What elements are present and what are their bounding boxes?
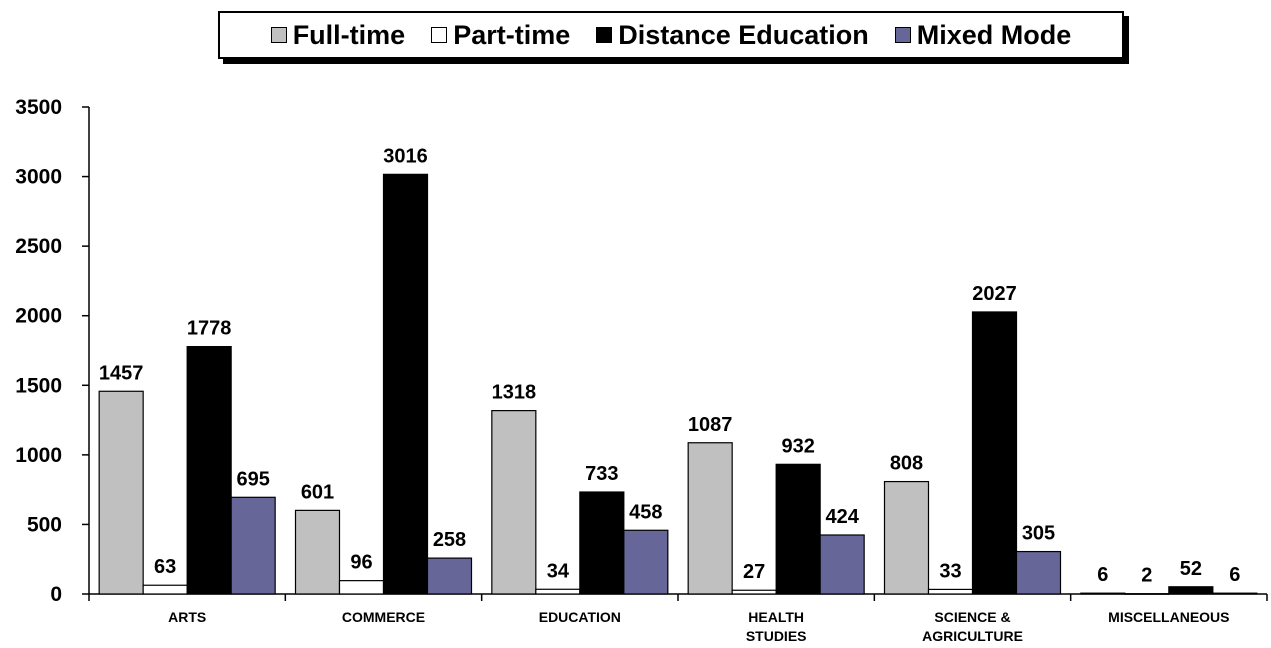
bar-value-label: 96 (350, 552, 372, 574)
bar (731, 589, 777, 595)
bar (1015, 550, 1062, 595)
bar-value-label: 458 (629, 501, 662, 523)
legend-item-mixed-mode: Mixed Mode (894, 19, 1072, 51)
legend-item-full-time: Full-time (270, 19, 406, 51)
bar (426, 557, 473, 595)
y-tick-label: 3000 (15, 166, 62, 189)
bar-value-label: 2027 (972, 283, 1017, 305)
legend-label-distance-education: Distance Education (618, 19, 869, 50)
bar-value-label: 1318 (492, 382, 537, 404)
bar-value-label: 2 (1141, 565, 1152, 587)
bar-value-label: 6 (1229, 564, 1240, 586)
bar-value-label: 1457 (99, 362, 144, 384)
legend-item-distance-education: Distance Education (596, 20, 869, 51)
x-category-label: SCIENCE & AGRICULTURE (922, 609, 1023, 644)
bar-value-label: 63 (154, 556, 176, 578)
bar (491, 410, 537, 595)
bar (687, 442, 733, 595)
bar-value-label: 52 (1180, 558, 1202, 580)
bar (1124, 593, 1170, 595)
y-tick-label: 1000 (15, 444, 62, 467)
bar (927, 588, 974, 595)
bar-value-label: 27 (743, 561, 765, 583)
bar-value-label: 932 (781, 435, 814, 457)
bar-value-label: 695 (236, 468, 269, 490)
legend-swatch-distance-education (596, 27, 613, 43)
legend-item-part-time: Part-time (431, 20, 570, 51)
bar (623, 529, 669, 595)
bar (230, 496, 276, 595)
x-category-label: COMMERCE (342, 609, 425, 625)
bar-value-label: 258 (433, 529, 466, 551)
bar (338, 580, 385, 595)
bar (971, 311, 1018, 595)
legend-label-part-time: Part-time (453, 19, 571, 50)
bar (535, 588, 581, 595)
y-tick-label: 2500 (15, 235, 62, 258)
bar (294, 509, 341, 595)
legend-swatch-full-time (270, 27, 287, 43)
bar (883, 480, 930, 595)
y-tick-label: 0 (50, 583, 62, 606)
bar-value-label: 33 (939, 560, 961, 582)
x-category-label: HEALTH STUDIES (746, 609, 807, 644)
bar (98, 390, 144, 595)
legend-swatch-part-time (431, 27, 448, 43)
bar-value-label: 808 (890, 453, 923, 475)
x-category-label: ARTS (168, 609, 206, 625)
bar-value-label: 34 (547, 560, 570, 582)
bar (382, 173, 429, 595)
bar-value-label: 3016 (383, 145, 428, 167)
legend-label-mixed-mode: Mixed Mode (916, 19, 1072, 50)
bar-value-label: 424 (825, 506, 859, 528)
bar (1212, 592, 1258, 595)
bar (819, 534, 865, 595)
bar-value-label: 6 (1097, 564, 1108, 586)
x-category-label: EDUCATION (539, 609, 621, 625)
bar (186, 346, 232, 595)
bar (1168, 586, 1214, 595)
y-tick-label: 500 (27, 513, 62, 536)
bar-value-label: 601 (301, 481, 334, 503)
bar (1080, 592, 1126, 595)
bar-value-label: 1778 (187, 318, 232, 340)
legend-swatch-mixed-mode (894, 27, 911, 43)
bar (775, 463, 821, 595)
legend-label-full-time: Full-time (292, 19, 406, 50)
bar-value-label: 733 (585, 463, 618, 485)
legend: Full-time Part-time Distance Education M… (218, 11, 1124, 59)
bar-value-label: 1087 (688, 414, 733, 436)
y-tick-label: 1500 (15, 374, 62, 397)
bar-value-label: 305 (1022, 523, 1055, 545)
y-tick-label: 2000 (15, 305, 62, 328)
y-tick-label: 3500 (15, 96, 62, 119)
x-category-label: MISCELLANEOUS (1108, 609, 1229, 625)
bar (579, 491, 625, 595)
bar (142, 584, 188, 595)
